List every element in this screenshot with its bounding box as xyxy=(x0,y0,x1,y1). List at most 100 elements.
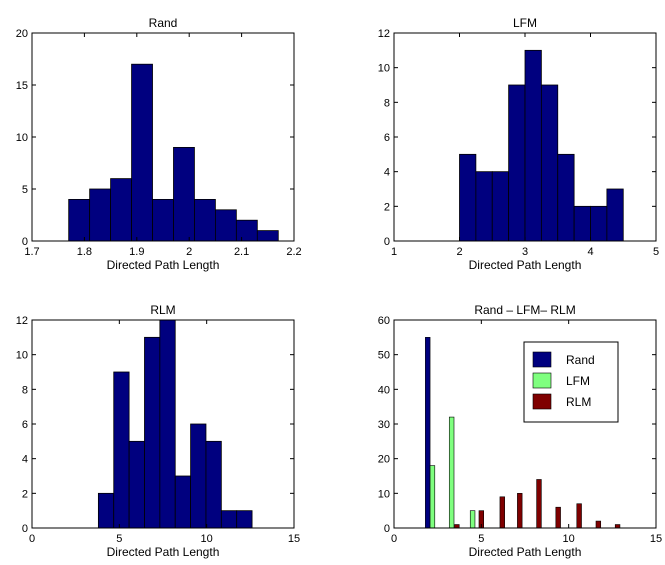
bar-8 xyxy=(205,440,222,529)
chart-title: Rand xyxy=(149,16,178,30)
y-tick-label: 4 xyxy=(384,167,390,179)
bar-3 xyxy=(110,178,132,242)
bar-1 xyxy=(459,153,477,242)
y-tick-label: 20 xyxy=(16,28,28,40)
y-tick-label: 10 xyxy=(16,350,28,362)
bar-5 xyxy=(524,49,542,242)
bar-8 xyxy=(573,205,591,242)
bar-rlm-7 xyxy=(576,503,582,529)
bar-7 xyxy=(190,423,207,529)
bar-lfm-3 xyxy=(469,510,476,529)
y-tick-label: 6 xyxy=(22,419,28,431)
x-axis-label: Directed Path Length xyxy=(469,258,582,272)
x-axis-label: Directed Path Length xyxy=(107,258,220,272)
bar-6 xyxy=(174,475,191,529)
x-tick-label: 2.2 xyxy=(286,246,301,258)
bar-rlm-3 xyxy=(499,496,505,529)
chart-panel-3: 0 5 10 15 0 2 4 6 8 10 12 RLM Directed Path Length xyxy=(16,303,300,559)
y-tick-label: 4 xyxy=(22,454,28,466)
y-tick-label: 30 xyxy=(378,419,390,431)
bar-rlm-6 xyxy=(555,506,561,529)
bar-rlm-9 xyxy=(614,524,621,529)
bar-5 xyxy=(152,198,174,242)
bar-3 xyxy=(128,440,145,529)
y-tick-label: 8 xyxy=(22,384,28,396)
y-tick-label: 2 xyxy=(22,488,28,500)
x-tick-label: 1 xyxy=(391,246,397,258)
x-tick-label: 4 xyxy=(587,246,593,258)
chart-title: RLM xyxy=(150,303,175,317)
bar-4 xyxy=(144,336,161,529)
bars xyxy=(97,319,253,529)
legend: Rand LFM RLM xyxy=(523,341,619,423)
bar-10 xyxy=(256,230,279,242)
legend-label-rlm: RLM xyxy=(566,395,591,409)
y-tick-label: 10 xyxy=(16,132,28,144)
bar-7 xyxy=(557,153,575,242)
y-tick-label: 10 xyxy=(378,488,390,500)
x-axis-label: Directed Path Length xyxy=(469,545,582,559)
x-tick-label: 5 xyxy=(116,533,122,545)
legend-swatch-rand xyxy=(532,351,552,368)
y-tick-label: 20 xyxy=(378,454,390,466)
legend-label-rand: Rand xyxy=(566,353,595,367)
x-tick-label: 1.9 xyxy=(129,246,144,258)
x-tick-label: 2 xyxy=(186,246,192,258)
x-tick-label: 0 xyxy=(391,533,397,545)
x-tick-label: 0 xyxy=(29,533,35,545)
bar-2 xyxy=(475,171,493,242)
y-tick-label: 10 xyxy=(378,63,390,75)
x-tick-label: 5 xyxy=(478,533,484,545)
bar-6 xyxy=(173,146,195,242)
bar-1 xyxy=(68,198,91,242)
bar-rand-1 xyxy=(425,337,431,529)
bar-lfm-1 xyxy=(429,465,436,529)
x-axis-label: Directed Path Length xyxy=(107,545,220,559)
y-tick-label: 12 xyxy=(16,315,28,327)
y-tick-label: 0 xyxy=(22,236,28,248)
bar-9 xyxy=(220,510,238,529)
y-tick-label: 6 xyxy=(384,132,390,144)
x-tick-label: 1.7 xyxy=(24,246,39,258)
bar-7 xyxy=(194,198,216,242)
y-tick-label: 5 xyxy=(22,184,28,196)
chart-panel-1: 1.7 1.8 1.9 2 2.1 2.2 0 5 10 15 20 Rand Directed Pat… xyxy=(16,16,302,272)
y-tick-label: 60 xyxy=(378,315,390,327)
bars xyxy=(68,63,279,242)
y-tick-label: 0 xyxy=(384,236,390,248)
chart-panel-4: 0 5 10 15 0 10 20 30 40 50 60 Rand – LFM– RLM Direct… xyxy=(378,303,662,559)
y-tick-label: 40 xyxy=(378,384,390,396)
x-tick-label: 15 xyxy=(650,533,662,545)
bar-rlm-4 xyxy=(517,493,523,529)
bar-1 xyxy=(97,492,115,529)
bar-10 xyxy=(236,510,253,529)
bar-2 xyxy=(89,188,111,242)
y-tick-label: 2 xyxy=(384,201,390,213)
x-tick-label: 2.1 xyxy=(234,246,249,258)
bar-3 xyxy=(491,171,510,242)
bar-4 xyxy=(508,84,526,242)
legend-swatch-lfm xyxy=(532,372,552,389)
bar-9 xyxy=(590,205,608,242)
x-tick-label: 5 xyxy=(653,246,659,258)
y-tick-label: 0 xyxy=(22,523,28,535)
y-tick-label: 8 xyxy=(384,97,390,109)
chart-title: Rand – LFM– RLM xyxy=(474,303,575,317)
x-tick-label: 3 xyxy=(522,246,528,258)
bar-8 xyxy=(214,209,237,242)
bar-10 xyxy=(606,188,624,242)
bar-rlm-8 xyxy=(595,520,602,529)
legend-label-lfm: LFM xyxy=(566,374,590,388)
x-tick-label: 15 xyxy=(288,533,300,545)
y-tick-label: 15 xyxy=(16,80,28,92)
x-tick-label: 1.8 xyxy=(77,246,92,258)
bar-5 xyxy=(159,319,176,529)
bar-rlm-1 xyxy=(454,524,460,529)
bar-4 xyxy=(131,63,153,242)
legend-swatch-rlm xyxy=(532,393,552,410)
bar-rlm-5 xyxy=(536,479,542,529)
bar-lfm-2 xyxy=(448,416,455,529)
y-tick-label: 12 xyxy=(378,28,390,40)
